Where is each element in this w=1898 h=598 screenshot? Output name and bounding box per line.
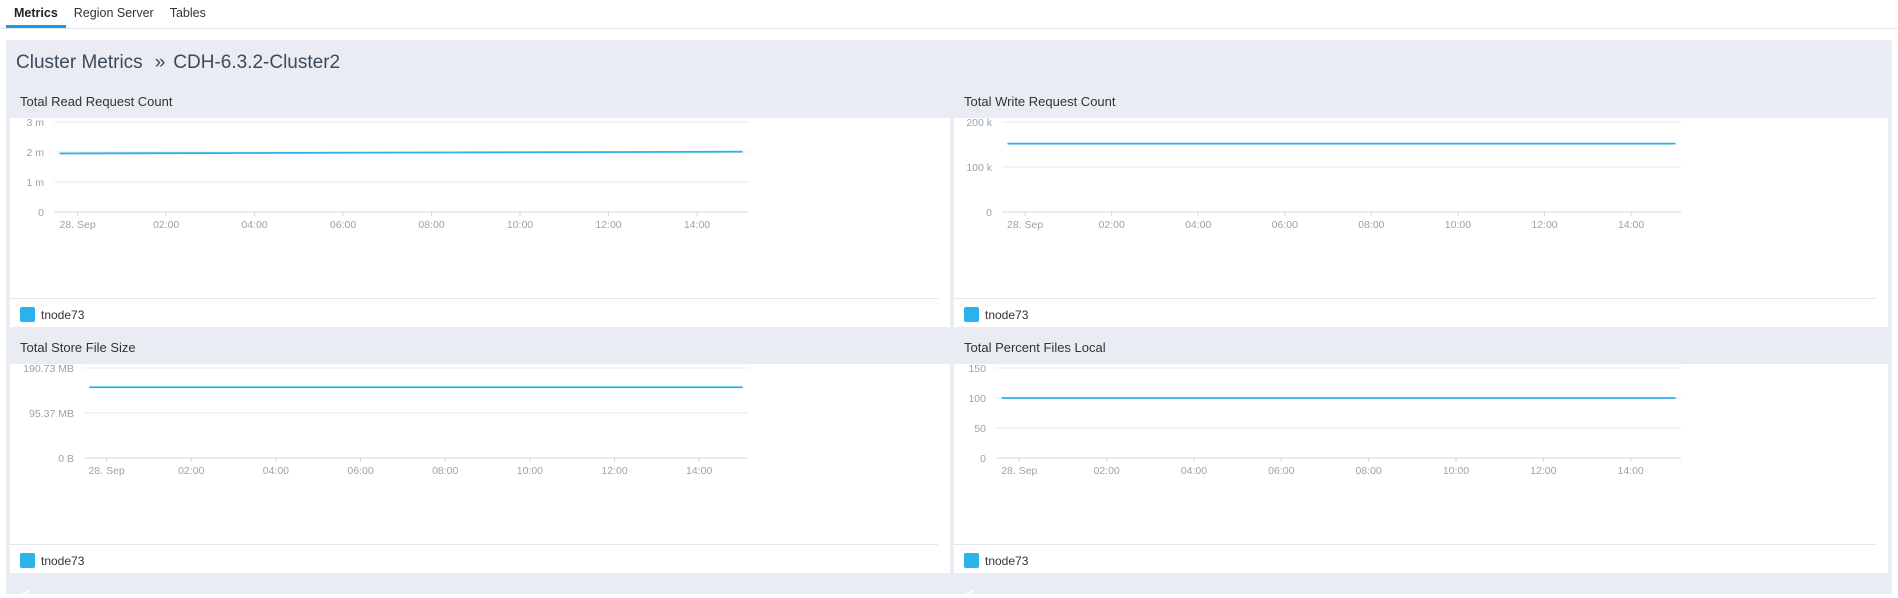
x-tick-label: 04:00: [263, 465, 289, 477]
chart-store-file-size: 0 B 95.37 MB 190.73 MB 28. Sep 02:00 04:00 06:…: [23, 364, 748, 477]
x-tick-label: 28. Sep: [88, 465, 124, 477]
y-tick-label: 0: [986, 207, 992, 219]
y-tick-label: 200 k: [966, 118, 992, 129]
x-tick-label: 28. Sep: [59, 219, 95, 231]
x-tick-label: 06:00: [347, 465, 373, 477]
x-tick-label: 12:00: [601, 465, 627, 477]
breadcrumb-separator-icon: »: [154, 52, 166, 73]
x-tick-label: 14:00: [1618, 219, 1644, 231]
y-tick-label: 100 k: [966, 162, 992, 174]
x-tick-label: 28. Sep: [1001, 465, 1037, 477]
x-tick-label: 04:00: [1185, 219, 1211, 231]
y-tick-label: 95.37 MB: [29, 408, 74, 420]
panel-header: [954, 84, 1888, 118]
panel-read-request: Total Read Request Count 0 1 m 2 m 3 m 28. S…: [10, 84, 950, 351]
y-tick-label: 190.73 MB: [23, 364, 74, 375]
panel-header: [10, 84, 950, 118]
x-tick-label: 10:00: [1443, 465, 1469, 477]
series-line: [59, 150, 743, 155]
x-tick-label: 08:00: [1355, 465, 1381, 477]
tab-region-server[interactable]: Region Server: [73, 6, 154, 20]
chart-title: Total Write Request Count: [964, 94, 1116, 109]
legend-label: tnode73: [41, 553, 85, 568]
x-tick-label: 08:00: [432, 465, 458, 477]
x-tick-label: 08:00: [1358, 219, 1384, 231]
x-tick-label: 02:00: [1099, 219, 1125, 231]
breadcrumb: Cluster Metrics » CDH-6.3.2-Cluster2: [16, 52, 340, 74]
legend-divider: [954, 298, 1876, 299]
chart-title: Total Store File Size: [20, 340, 136, 355]
y-tick-label: 0: [980, 453, 986, 465]
x-tick-label: 14:00: [686, 465, 712, 477]
y-tick-label: 0 B: [58, 453, 74, 465]
breadcrumb-root[interactable]: Cluster Metrics: [16, 52, 143, 73]
breadcrumb-current: CDH-6.3.2-Cluster2: [173, 52, 341, 73]
chart-percent-files-local: 0 50 100 150 28. Sep 02:00 04:00 06:00 08:00 10:0…: [968, 364, 1681, 477]
x-tick-label: 02:00: [1093, 465, 1119, 477]
y-tick-label: 150: [968, 364, 986, 375]
chart-write-request: 0 100 k 200 k 28. Sep 02:00 04:00 06:00 08:00 10…: [966, 118, 1681, 231]
chart-title: Total Read Request Count: [20, 94, 173, 109]
panel-write-request: Total Write Request Count 0 100 k 200 k 28.…: [954, 84, 1888, 351]
chart-title: Total Percent Files Local: [964, 340, 1106, 355]
y-tick-label: 2 m: [26, 147, 44, 159]
x-tick-label: 08:00: [418, 219, 444, 231]
x-tick-label: 06:00: [330, 219, 356, 231]
x-tick-label: 12:00: [1531, 219, 1557, 231]
checkbox-checked-icon[interactable]: [20, 553, 35, 597]
legend-divider: [10, 544, 938, 545]
legend-label: tnode73: [985, 553, 1029, 568]
panel-percent-files-local: Total Percent Files Local 0 50 100 150 28. S…: [954, 330, 1888, 597]
y-tick-label: 1 m: [26, 177, 44, 189]
metrics-container: Cluster Metrics » CDH-6.3.2-Cluster2 Tot…: [6, 40, 1892, 597]
y-tick-label: 100: [968, 393, 986, 405]
x-tick-label: 10:00: [507, 219, 533, 231]
y-tick-label: 0: [38, 207, 44, 219]
legend-divider: [10, 298, 938, 299]
legend-item[interactable]: tnode73: [964, 553, 1029, 597]
x-tick-label: 10:00: [1445, 219, 1471, 231]
x-tick-label: 12:00: [595, 219, 621, 231]
x-tick-label: 10:00: [517, 465, 543, 477]
tab-tables[interactable]: Tables: [169, 6, 206, 20]
x-tick-label: 02:00: [153, 219, 179, 231]
x-tick-label: 02:00: [178, 465, 204, 477]
tab-bar: Metrics Region Server Tables: [0, 0, 1898, 29]
legend-item[interactable]: tnode73: [964, 307, 1029, 351]
checkbox-checked-icon[interactable]: [964, 553, 979, 597]
checkbox-checked-icon[interactable]: [964, 307, 979, 351]
panel-header: [10, 330, 950, 364]
x-tick-label: 28. Sep: [1007, 219, 1043, 231]
panel-header: [954, 330, 1888, 364]
legend-label: tnode73: [41, 307, 85, 322]
x-tick-label: 14:00: [684, 219, 710, 231]
chart-read-request: 0 1 m 2 m 3 m 28. Sep 02:00 04:00 06:00 08:00 10:…: [26, 118, 748, 231]
legend-item[interactable]: tnode73: [20, 307, 85, 351]
x-tick-label: 06:00: [1272, 219, 1298, 231]
y-tick-label: 3 m: [26, 118, 44, 129]
legend-divider: [954, 544, 1876, 545]
y-tick-label: 50: [974, 423, 986, 435]
x-tick-label: 12:00: [1530, 465, 1556, 477]
x-tick-label: 14:00: [1618, 465, 1644, 477]
legend-label: tnode73: [985, 307, 1029, 322]
legend-item[interactable]: tnode73: [20, 553, 85, 597]
checkbox-checked-icon[interactable]: [20, 307, 35, 351]
panel-store-file-size: Total Store File Size 0 B 95.37 MB 190.73 …: [10, 330, 950, 597]
x-tick-label: 06:00: [1268, 465, 1294, 477]
x-tick-label: 04:00: [1181, 465, 1207, 477]
tab-metrics[interactable]: Metrics: [6, 6, 66, 28]
x-tick-label: 04:00: [241, 219, 267, 231]
